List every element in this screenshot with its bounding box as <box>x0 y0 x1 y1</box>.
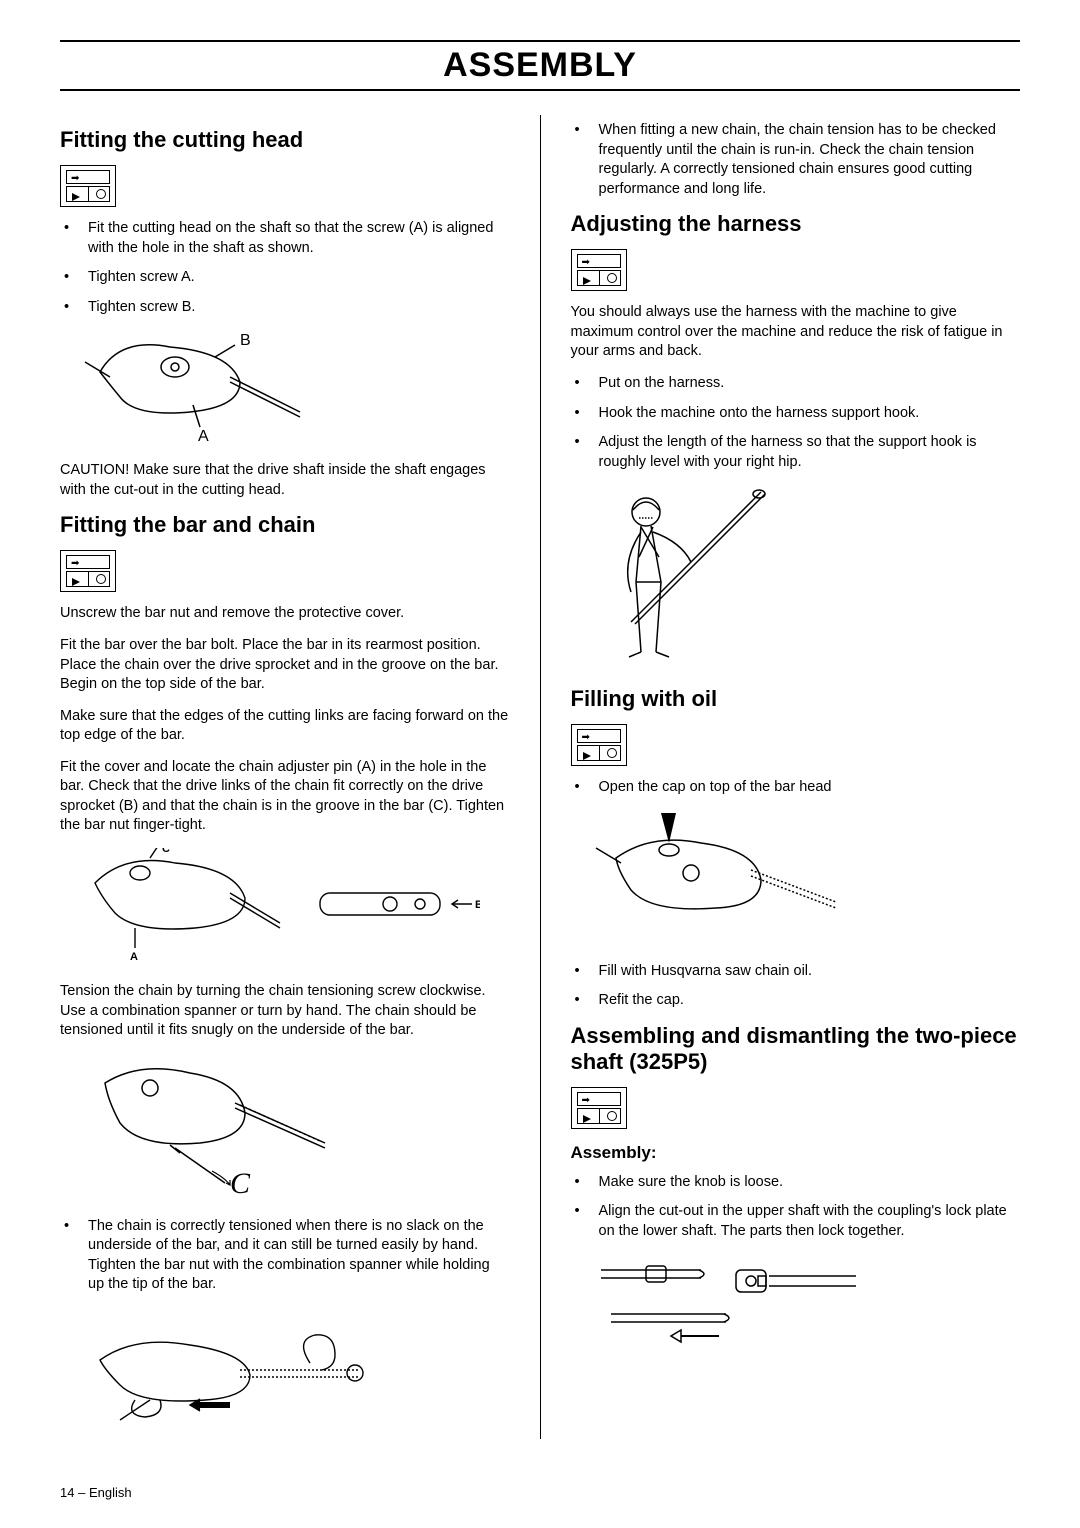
svg-text:C: C <box>230 1167 251 1200</box>
figure-bar-adjuster: C A B <box>60 848 510 968</box>
column-divider <box>540 115 541 1439</box>
heading-filling-oil: Filling with oil <box>571 686 1021 712</box>
caution-text: CAUTION! Make sure that the drive shaft … <box>60 461 510 500</box>
list-item: Fill with Husqvarna saw chain oil. <box>599 962 1021 982</box>
page-title: ASSEMBLY <box>60 46 1020 85</box>
list-item: Put on the harness. <box>599 374 1021 394</box>
left-column: Fitting the cutting head ➡ Fit the cutti… <box>60 115 510 1439</box>
list-item: Tighten screw B. <box>88 298 510 318</box>
rule-top <box>60 40 1020 42</box>
video-ref-icon: ➡ <box>571 1087 627 1129</box>
content-columns: Fitting the cutting head ➡ Fit the cutti… <box>60 115 1020 1439</box>
video-ref-icon: ➡ <box>60 550 116 592</box>
bar-tension-list: The chain is correctly tensioned when th… <box>60 1217 510 1295</box>
heading-fitting-cutting-head: Fitting the cutting head <box>60 127 510 153</box>
video-ref-icon: ➡ <box>60 165 116 207</box>
list-item: Hook the machine onto the harness suppor… <box>599 404 1021 424</box>
right-top-list: When fitting a new chain, the chain tens… <box>571 121 1021 199</box>
list-item: Tighten screw A. <box>88 268 510 288</box>
list-item: Make sure the knob is loose. <box>599 1173 1021 1193</box>
bar-para-3: Make sure that the edges of the cutting … <box>60 707 510 746</box>
bar-para-2: Fit the bar over the bar bolt. Place the… <box>60 636 510 695</box>
oil-list-1: Open the cap on top of the bar head <box>571 778 1021 798</box>
harness-list: Put on the harness. Hook the machine ont… <box>571 374 1021 472</box>
svg-text:A: A <box>130 951 138 963</box>
svg-text:C: C <box>162 848 170 855</box>
svg-text:B: B <box>240 332 251 349</box>
heading-fitting-bar-chain: Fitting the bar and chain <box>60 512 510 538</box>
twopiece-list: Make sure the knob is loose. Align the c… <box>571 1173 1021 1242</box>
bar-para-1: Unscrew the bar nut and remove the prote… <box>60 604 510 624</box>
bar-para-5: Tension the chain by turning the chain t… <box>60 982 510 1041</box>
figure-hand-tightening <box>60 1305 510 1425</box>
right-column: When fitting a new chain, the chain tens… <box>571 115 1021 1439</box>
figure-harness-person <box>571 482 1021 672</box>
oil-list-2: Fill with Husqvarna saw chain oil. Refit… <box>571 962 1021 1011</box>
video-ref-icon: ➡ <box>571 724 627 766</box>
figure-tensioning: C <box>60 1053 510 1203</box>
list-item: Open the cap on top of the bar head <box>599 778 1021 798</box>
list-item: Align the cut-out in the upper shaft wit… <box>599 1202 1021 1241</box>
figure-cutting-head: B A <box>60 327 510 447</box>
list-item: Refit the cap. <box>599 991 1021 1011</box>
fitting-head-list: Fit the cutting head on the shaft so tha… <box>60 219 510 317</box>
svg-text:B: B <box>475 899 480 911</box>
footer-page-number: 14 <box>60 1485 74 1500</box>
heading-adjusting-harness: Adjusting the harness <box>571 211 1021 237</box>
rule-under-title <box>60 89 1020 91</box>
list-item: The chain is correctly tensioned when th… <box>88 1217 510 1295</box>
subheading-assembly: Assembly: <box>571 1143 1021 1163</box>
footer-separator: – <box>74 1485 88 1500</box>
page-footer: 14 – English <box>60 1485 132 1500</box>
list-item: Adjust the length of the harness so that… <box>599 433 1021 472</box>
bar-para-4: Fit the cover and locate the chain adjus… <box>60 758 510 836</box>
list-item: When fitting a new chain, the chain tens… <box>599 121 1021 199</box>
figure-oil-cap <box>571 808 1021 948</box>
heading-twopiece-shaft: Assembling and dismantling the two-piece… <box>571 1023 1021 1075</box>
figure-twopiece-shaft <box>571 1252 1021 1352</box>
harness-para: You should always use the harness with t… <box>571 303 1021 362</box>
footer-language: English <box>89 1485 132 1500</box>
video-ref-icon: ➡ <box>571 249 627 291</box>
list-item: Fit the cutting head on the shaft so tha… <box>88 219 510 258</box>
svg-text:A: A <box>198 428 209 445</box>
